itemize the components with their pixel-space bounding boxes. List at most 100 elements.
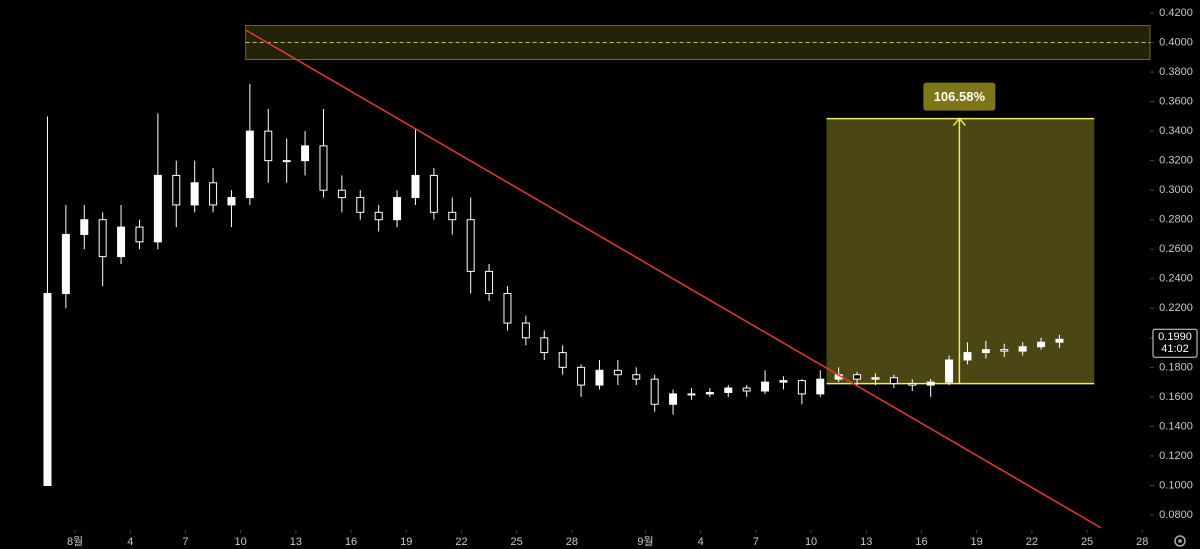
settings-icon[interactable] (1174, 535, 1186, 547)
candle-body (227, 197, 236, 206)
trendline (245, 29, 1102, 529)
candle-body (117, 226, 126, 258)
candle-body (595, 369, 604, 386)
candle-body (779, 380, 788, 383)
y-tick-label: 0.3800 (1159, 66, 1193, 78)
candle-body (301, 145, 310, 162)
candle-body (153, 174, 162, 243)
candle-body (1000, 349, 1009, 352)
candle-body (448, 211, 457, 221)
y-tick-label: 0.2800 (1159, 214, 1193, 226)
settings-icon[interactable] (1174, 535, 1186, 547)
x-tick-label: 22 (1026, 536, 1038, 548)
candle-body (632, 374, 641, 380)
candle-body (853, 374, 862, 380)
y-tick-label: 0.1800 (1159, 361, 1193, 373)
measure-label-box (923, 82, 996, 111)
y-tick-label: 0.3400 (1159, 125, 1193, 137)
y-tick-label: 0.2200 (1159, 302, 1193, 314)
x-tick-label: 16 (915, 536, 927, 548)
settings-icon[interactable] (1178, 539, 1182, 543)
y-tick-label: 0.1200 (1159, 450, 1193, 462)
x-tick-label: 7 (182, 536, 188, 548)
candle-body (613, 369, 622, 376)
y-tick-label: 0.3000 (1159, 184, 1193, 196)
x-tick-label: 25 (1081, 536, 1093, 548)
candle-body (1037, 341, 1046, 348)
candle-body (761, 381, 770, 392)
candle-body (282, 160, 291, 163)
candle-body (521, 322, 530, 339)
last-price-box (1152, 328, 1198, 358)
candle-body (889, 377, 898, 385)
y-tick-label: 0.1400 (1159, 420, 1193, 432)
candle-body (172, 174, 181, 206)
candle-body (429, 174, 438, 213)
candle-body (43, 293, 52, 486)
countdown: 41:02 (1161, 343, 1189, 355)
candle-body (190, 182, 199, 206)
x-tick-label: 9월 (637, 535, 653, 548)
x-tick-label: 7 (753, 536, 759, 548)
candle-body (963, 352, 972, 361)
x-tick-label: 13 (290, 536, 302, 548)
candle-body (650, 378, 659, 405)
x-tick-label: 13 (860, 536, 872, 548)
x-tick-label: 4 (698, 536, 704, 548)
candle-body (264, 130, 273, 162)
candle-body (393, 197, 402, 221)
candle-body (577, 366, 586, 386)
x-tick-label: 28 (566, 536, 578, 548)
measure-box (826, 118, 1095, 384)
x-tick-label: 4 (127, 536, 133, 548)
candle-body (687, 393, 696, 396)
candle-body (908, 383, 917, 386)
x-tick-label: 10 (805, 536, 817, 548)
candle-body (411, 174, 420, 199)
y-tick-label: 0.0800 (1159, 509, 1193, 521)
candle-body (80, 219, 89, 235)
candle-body (209, 182, 218, 206)
candle-body (871, 377, 880, 380)
candle-body (540, 337, 549, 354)
x-tick-label: 25 (511, 536, 523, 548)
y-tick-label: 0.1000 (1159, 479, 1193, 491)
y-tick-label: 0.1600 (1159, 391, 1193, 403)
y-tick-label: 0.3200 (1159, 155, 1193, 167)
x-tick-label: 19 (400, 536, 412, 548)
candle-body (816, 378, 825, 395)
candle-body (669, 393, 678, 405)
y-tick-label: 0.4200 (1159, 7, 1193, 19)
candle-body (926, 381, 935, 386)
y-tick-label: 0.3600 (1159, 95, 1193, 107)
candle-body (797, 380, 806, 395)
candle-body (558, 352, 567, 368)
candle-body (705, 391, 714, 395)
last-price: 0.1990 (1158, 331, 1192, 343)
candle-body (945, 359, 954, 383)
x-tick-label: 19 (971, 536, 983, 548)
candle-body (356, 197, 365, 213)
candle-body (319, 145, 328, 191)
candle-body (981, 349, 990, 354)
candle-body (485, 270, 494, 295)
candle-body (135, 226, 144, 243)
x-tick-label: 16 (345, 536, 357, 548)
x-tick-label: 10 (235, 536, 247, 548)
candle-body (1018, 346, 1027, 352)
candle-body (61, 233, 70, 295)
plot: 0.08000.10000.12000.14000.16000.18000.20… (43, 7, 1198, 548)
measure-arrow-head (952, 117, 966, 127)
candle-body (503, 293, 512, 324)
candle-body (374, 211, 383, 221)
x-tick-label: 28 (1136, 536, 1148, 548)
candle-body (337, 189, 346, 199)
x-tick-label: 22 (455, 536, 467, 548)
y-tick-label: 0.4000 (1159, 36, 1193, 48)
measure-label: 106.58% (934, 89, 986, 104)
candle-body (98, 219, 107, 258)
candle-body (466, 219, 475, 272)
candle-body (742, 387, 751, 392)
x-tick-label: 8월 (67, 535, 83, 548)
